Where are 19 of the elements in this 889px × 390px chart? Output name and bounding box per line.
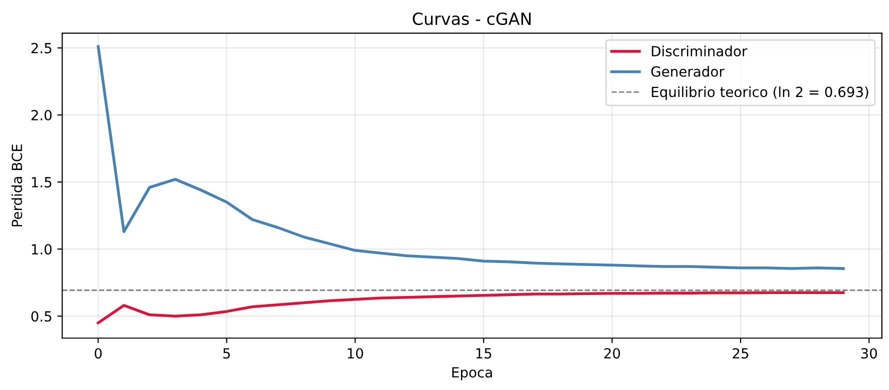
y-tick-label: 0.5 [31,311,52,322]
x-tick-label: 25 [732,348,748,359]
y-tick-label: 1.5 [32,177,52,188]
x-axis-title: Epoca [452,367,492,380]
legend-label: Generador [651,66,724,77]
y-tick-label: 1.0 [32,244,52,255]
legend-label: Equilibrio teorico (ln 2 = 0.693) [652,86,868,100]
y-tick-label: 2.0 [31,110,52,120]
x-tick-label: 0 [94,348,102,359]
y-axis-title: Perdida BCE [11,144,22,226]
line-series [96,291,845,324]
x-tick-label: 30 [861,348,877,359]
x-tick-label: 15 [476,348,492,359]
y-tick-label: 2.5 [31,42,52,54]
x-tick-label: 20 [604,348,620,359]
chart-title: Curvas - cGAN [412,12,531,26]
x-tick-label: 10 [348,348,364,359]
x-tick-label: 5 [223,348,230,359]
legend-label: Discriminador [652,46,748,56]
